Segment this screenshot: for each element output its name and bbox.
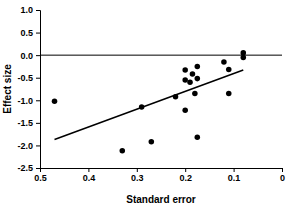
y-axis: 1.0 0.5 0.0 -0.5 -1.0 -1.5 -2.0 -2.5: [17, 5, 40, 173]
point: [221, 59, 227, 65]
y-tick-mark: [36, 55, 40, 56]
point: [192, 91, 198, 97]
y-tick: 1.0: [20, 5, 40, 15]
x-tick: 0.5: [34, 168, 47, 183]
x-tick-label: 0.4: [83, 173, 96, 183]
point: [120, 148, 126, 154]
x-axis-title: Standard error: [126, 194, 196, 205]
x-tick: 0.1: [228, 168, 241, 183]
point: [190, 71, 196, 77]
point: [139, 104, 145, 110]
y-tick: 0.0: [20, 51, 40, 61]
point: [187, 79, 193, 85]
y-tick-label: -2.5: [17, 163, 33, 173]
x-tick-mark: [185, 168, 186, 172]
y-tick-label: -2.0: [17, 141, 33, 151]
point: [226, 67, 232, 73]
y-tick-label: -0.5: [17, 73, 33, 83]
point: [226, 91, 232, 97]
trend-line: [55, 70, 244, 140]
x-tick: 0.4: [83, 168, 96, 183]
point: [195, 64, 201, 70]
point: [195, 76, 201, 82]
x-tick-label: 0.1: [228, 173, 241, 183]
x-tick-mark: [137, 168, 138, 172]
y-tick: -2.0: [17, 141, 40, 151]
x-tick-mark: [282, 168, 283, 172]
y-tick-mark: [36, 10, 40, 11]
point: [149, 139, 155, 145]
chart: 0.5 0.4 0.3 0.2 0.1 0 1.0 0.5 0.0 -0.5 -1.0 -1.5 -2.…: [0, 0, 291, 213]
y-tick-mark: [36, 100, 40, 101]
x-tick-label: 0.2: [179, 173, 192, 183]
y-tick: -1.5: [17, 118, 40, 128]
x-axis: 0.5 0.4 0.3 0.2 0.1 0: [34, 168, 285, 183]
y-axis-line: [36, 11, 41, 169]
point: [182, 107, 188, 113]
x-axis-line: [41, 169, 283, 173]
point: [182, 67, 188, 73]
x-tick-mark: [88, 168, 89, 172]
x-tick-mark: [234, 168, 235, 172]
x-tick-label: 0: [280, 173, 285, 183]
y-tick-mark: [36, 33, 40, 34]
point: [182, 77, 188, 83]
x-tick: 0: [280, 168, 285, 183]
plot-area: [40, 50, 282, 153]
y-tick-mark: [36, 168, 40, 169]
y-tick-label: -1.5: [17, 118, 33, 128]
point: [241, 55, 247, 61]
y-tick: -2.5: [17, 163, 40, 173]
y-tick-label: -1.0: [17, 96, 33, 106]
point: [52, 98, 58, 104]
x-tick: 0.3: [131, 168, 144, 183]
y-tick-mark: [36, 145, 40, 146]
x-tick-label: 0.5: [34, 173, 47, 183]
y-tick-label: 1.0: [20, 5, 33, 15]
y-tick-mark: [36, 123, 40, 124]
y-tick-label: 0.0: [20, 51, 33, 61]
reference-line: [40, 55, 282, 56]
point: [173, 94, 179, 100]
y-tick: -0.5: [17, 73, 40, 83]
x-tick: 0.2: [179, 168, 192, 183]
y-tick-label: 0.5: [20, 28, 33, 38]
y-tick-mark: [36, 78, 40, 79]
y-axis-title: Effect size: [2, 64, 13, 114]
point: [195, 135, 201, 141]
x-tick-label: 0.3: [131, 173, 144, 183]
y-tick: 0.5: [20, 28, 40, 38]
y-tick: -1.0: [17, 96, 40, 106]
